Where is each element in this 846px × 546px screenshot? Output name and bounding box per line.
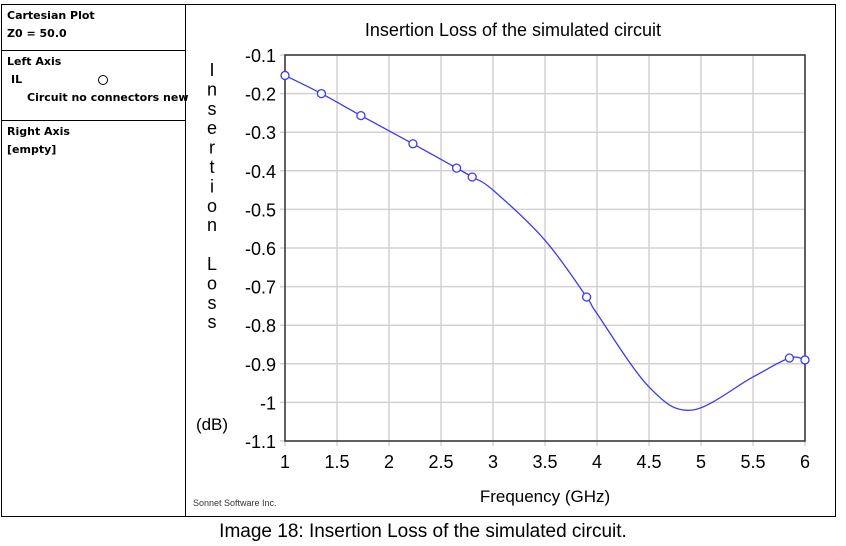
data-point-marker: [467, 172, 477, 182]
y-axis-label-letter: L: [207, 254, 217, 274]
left-axis-section: Left Axis IL Circuit no connectors new: [2, 51, 189, 121]
right-axis-section: Right Axis [empty]: [2, 121, 185, 161]
data-point-marker: [408, 139, 418, 149]
y-axis-label-letter: i: [210, 176, 214, 196]
y-tick-label: -0.9: [245, 355, 276, 375]
plot-type-label: Cartesian Plot: [7, 9, 95, 22]
data-point-marker: [451, 163, 462, 173]
y-axis-label-letter: I: [209, 60, 214, 80]
chart-title: Insertion Loss of the simulated circuit: [365, 20, 661, 40]
data-point-marker: [280, 70, 290, 81]
y-tick-label: -0.2: [245, 85, 276, 105]
x-tick-label: 2.5: [428, 452, 453, 472]
data-point-marker: [784, 353, 795, 363]
y-tick-label: -0.5: [245, 200, 276, 220]
series-line-il: [284, 74, 806, 411]
x-tick-label: 5: [696, 452, 706, 472]
y-axis-label-letter: n: [207, 215, 217, 235]
trace-name: IL: [11, 73, 23, 86]
plot-area: [284, 54, 806, 442]
plot-info-section: Cartesian Plot Z0 = 50.0: [2, 5, 185, 51]
y-tick-label: -0.6: [245, 239, 276, 259]
plot-window: Cartesian Plot Z0 = 50.0 Left Axis IL Ci…: [1, 4, 836, 517]
x-tick-label: 2: [384, 452, 394, 472]
watermark: Sonnet Software Inc.: [193, 498, 277, 508]
right-axis-value: [empty]: [7, 143, 57, 156]
x-tick-label: 4: [592, 452, 602, 472]
circle-marker-icon: [98, 75, 108, 85]
y-axis-label-letter: s: [208, 312, 217, 332]
y-axis-label-letter: n: [207, 79, 217, 99]
y-axis-unit: (dB): [196, 415, 228, 434]
y-tick-label: -0.8: [245, 316, 276, 336]
right-axis-label: Right Axis: [7, 125, 70, 138]
z0-label: Z0 = 50.0: [7, 27, 67, 40]
y-tick-label: -0.7: [245, 278, 276, 298]
data-point-marker: [581, 292, 592, 302]
x-tick-label: 5.5: [740, 452, 765, 472]
y-tick-label: -0.4: [245, 162, 276, 182]
y-axis-label-letter: s: [208, 293, 217, 313]
y-tick-label: -0.3: [245, 123, 276, 143]
x-tick-label: 6: [800, 452, 810, 472]
x-tick-label: 1.5: [324, 452, 349, 472]
y-axis-label-letter: o: [207, 196, 217, 216]
data-point-marker: [316, 88, 327, 99]
y-axis-label-letter: o: [207, 273, 217, 293]
x-tick-label: 3.5: [532, 452, 557, 472]
x-tick-label: 1: [280, 452, 290, 472]
y-tick-label: -0.1: [245, 46, 276, 66]
y-tick-label: -1.1: [245, 432, 276, 452]
y-axis-label-letter: s: [208, 99, 217, 119]
data-point-marker: [356, 110, 366, 121]
y-tick-label: -1: [260, 393, 276, 413]
left-axis-label: Left Axis: [7, 55, 62, 68]
y-axis-label-letter: e: [207, 118, 217, 138]
x-tick-label: 4.5: [636, 452, 661, 472]
side-panel: Cartesian Plot Z0 = 50.0 Left Axis IL Ci…: [2, 5, 189, 516]
data-point-marker: [800, 355, 810, 365]
chart: Insertion Loss of the simulated circuit …: [193, 20, 810, 508]
x-axis-label: Frequency (GHz): [480, 487, 610, 506]
trace-legend-item[interactable]: IL: [7, 71, 180, 89]
figure-caption: Image 18: Insertion Loss of the simulate…: [219, 521, 627, 542]
y-axis-label-letter: t: [209, 157, 214, 177]
trace-circuit-name: Circuit no connectors new: [27, 91, 189, 104]
y-axis-label-letter: r: [209, 138, 215, 158]
x-tick-label: 3: [488, 452, 498, 472]
